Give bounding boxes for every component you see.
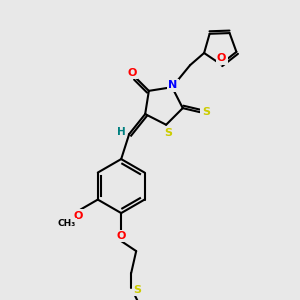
Text: CH₃: CH₃: [57, 219, 76, 228]
Text: H: H: [117, 127, 126, 137]
Text: N: N: [169, 80, 178, 90]
Text: O: O: [116, 231, 126, 241]
Text: O: O: [217, 53, 226, 63]
Text: S: S: [133, 285, 141, 295]
Text: S: S: [164, 128, 172, 138]
Text: O: O: [74, 211, 83, 220]
Text: O: O: [127, 68, 136, 78]
Text: S: S: [202, 107, 210, 117]
